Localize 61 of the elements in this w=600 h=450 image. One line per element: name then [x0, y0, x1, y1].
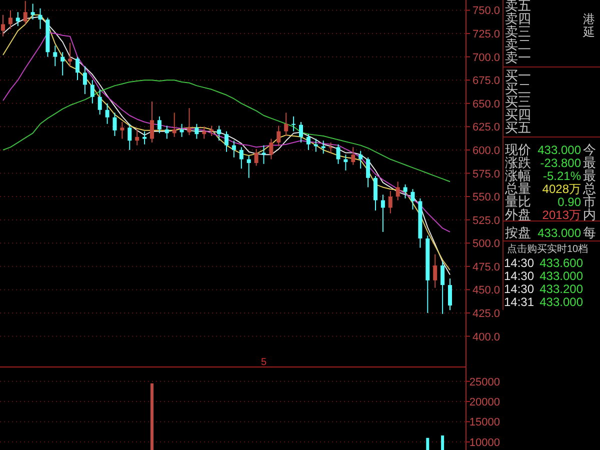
y-tick-label: 700.0 — [472, 52, 500, 64]
y-tick-label: 525.0 — [472, 214, 500, 227]
text: 现价 — [505, 142, 531, 158]
text: 14:30 — [504, 256, 534, 270]
text: 14:30 — [504, 282, 534, 296]
text: -23.800 — [540, 156, 582, 170]
y-tick-label: 450.0 — [472, 284, 500, 297]
annotation: 5 — [260, 357, 267, 368]
y-tick-label: 425.0 — [472, 308, 500, 320]
text: 外盘 — [505, 207, 531, 222]
text: 买二 — [505, 81, 531, 96]
y-tick-label: 575.0 — [472, 168, 500, 180]
text: 2013万 — [542, 208, 581, 222]
y-tick-label: 10000 — [469, 436, 500, 449]
text: 点击购买实时10档 — [507, 243, 588, 255]
text: -5.21% — [542, 168, 582, 183]
y-tick-label: 15000 — [469, 416, 500, 429]
text: 买五 — [505, 120, 531, 136]
text: 内 — [583, 207, 596, 222]
text: 买三 — [505, 94, 531, 110]
y-tick-label: 650.0 — [472, 98, 500, 110]
y-tick-label: 725.0 — [472, 28, 500, 41]
text: 0.90 — [558, 194, 582, 209]
y-tick-label: 500.0 — [472, 238, 500, 250]
y-tick-label: 550.0 — [472, 192, 500, 204]
y-tick-label: 750.0 — [472, 5, 500, 18]
text: 涨跌 — [505, 155, 531, 170]
y-tick-label: 25000 — [469, 376, 500, 388]
y-tick-label: 675.0 — [472, 75, 500, 88]
text: 14:31 — [504, 294, 534, 309]
y-tick-label: 400.0 — [472, 331, 500, 344]
y-tick-label: 600.0 — [472, 144, 500, 157]
text: 433.200 — [540, 282, 584, 296]
text: 433.000 — [538, 142, 582, 157]
text: 433.000 — [540, 268, 584, 283]
y-tick-label: 475.0 — [472, 261, 500, 274]
text: 今 — [583, 142, 596, 158]
text: 按盘 — [505, 225, 531, 240]
text: 最 — [583, 155, 596, 170]
text: 卖四 — [505, 11, 531, 26]
text: 总量 — [504, 181, 531, 196]
text: 最 — [583, 168, 596, 184]
text: 延 — [582, 24, 595, 39]
text: 433.000 — [538, 226, 582, 240]
text: 买一 — [505, 68, 531, 84]
y-tick-label: 20000 — [469, 396, 500, 409]
text: 卖二 — [505, 37, 531, 52]
text: 14:30 — [504, 268, 534, 283]
text: 433.600 — [540, 256, 584, 270]
text: 涨幅 — [505, 168, 531, 184]
text: 市 — [583, 194, 596, 210]
text: 卖三 — [505, 24, 531, 40]
text: 卖一 — [505, 50, 531, 66]
text: 每 — [583, 225, 596, 240]
text: 4028万 — [542, 182, 581, 196]
text: 买四 — [505, 107, 531, 122]
text: 量比 — [505, 194, 531, 210]
y-tick-label: 625.0 — [472, 122, 500, 134]
text: 433.000 — [540, 294, 584, 309]
text: 港 — [583, 12, 595, 26]
text: 总 — [582, 181, 596, 196]
